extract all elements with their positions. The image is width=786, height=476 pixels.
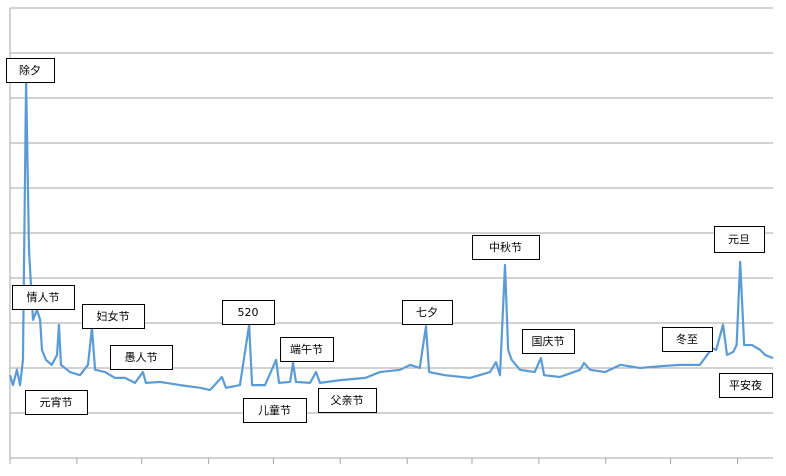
annotation-box [243, 398, 307, 423]
annotation: 端午节 [290, 343, 323, 356]
annotation: 元旦 [728, 233, 750, 246]
annotation: 七夕 [416, 306, 438, 319]
annotation: 情人节 [27, 291, 60, 304]
annotation-box [472, 235, 540, 260]
annotation: 520 [238, 306, 259, 319]
plot [8, 78, 774, 392]
annotation-box [25, 390, 88, 415]
annotation: 国庆节 [532, 334, 565, 348]
line [8, 78, 774, 392]
annotation-box [714, 226, 765, 253]
annotation-box [6, 58, 55, 83]
annotation: 中秋节 [489, 240, 522, 254]
annotation: 冬至 [676, 332, 698, 346]
annotation: 愚人节 [125, 351, 158, 364]
annotation: 妇女节 [97, 309, 130, 323]
annotation-box [280, 337, 334, 362]
annotation-box [662, 327, 713, 352]
annotation-box [12, 285, 75, 310]
annotation: 元宵节 [40, 395, 73, 409]
annotation: 儿童节 [258, 403, 291, 417]
annotation-box [522, 329, 575, 354]
annotation: 平安夜 [729, 378, 762, 392]
annotation: 父亲节 [331, 393, 364, 407]
annotation-box [82, 304, 145, 329]
annotation-box [402, 300, 453, 325]
annotation-box [719, 373, 773, 398]
annotation-box [318, 388, 377, 413]
annotation-box [222, 300, 275, 325]
annotation: 除夕 [19, 63, 41, 77]
grid [9, 7, 773, 464]
annotation-box [110, 345, 173, 370]
